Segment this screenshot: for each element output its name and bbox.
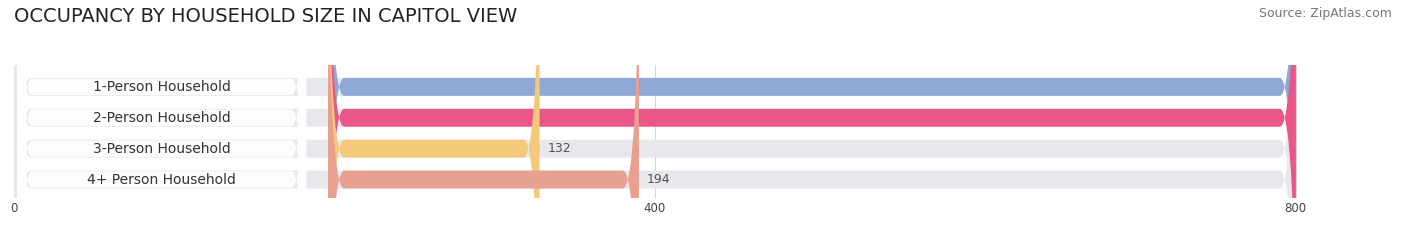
FancyBboxPatch shape [328, 0, 638, 233]
FancyBboxPatch shape [328, 0, 540, 233]
FancyBboxPatch shape [14, 0, 1296, 233]
FancyBboxPatch shape [14, 0, 1296, 233]
FancyBboxPatch shape [17, 0, 307, 233]
Text: 2-Person Household: 2-Person Household [93, 111, 231, 125]
Text: 3-Person Household: 3-Person Household [93, 142, 231, 156]
FancyBboxPatch shape [328, 0, 1296, 233]
Text: OCCUPANCY BY HOUSEHOLD SIZE IN CAPITOL VIEW: OCCUPANCY BY HOUSEHOLD SIZE IN CAPITOL V… [14, 7, 517, 26]
Text: 194: 194 [647, 173, 671, 186]
Text: 4+ Person Household: 4+ Person Household [87, 172, 236, 187]
FancyBboxPatch shape [17, 0, 307, 233]
FancyBboxPatch shape [328, 0, 1296, 233]
Text: Source: ZipAtlas.com: Source: ZipAtlas.com [1258, 7, 1392, 20]
Text: 652: 652 [1381, 80, 1405, 93]
Text: 132: 132 [547, 142, 571, 155]
FancyBboxPatch shape [14, 0, 1296, 233]
FancyBboxPatch shape [14, 0, 1296, 233]
Text: 1-Person Household: 1-Person Household [93, 80, 231, 94]
FancyBboxPatch shape [17, 0, 307, 233]
FancyBboxPatch shape [17, 0, 307, 233]
